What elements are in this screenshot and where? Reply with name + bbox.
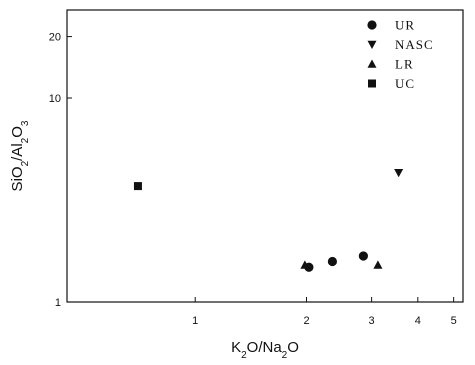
data-point-ur <box>358 251 368 261</box>
legend-label-uc: UC <box>395 76 415 91</box>
legend-marker-lr <box>367 59 377 68</box>
y-tick-label: 1 <box>55 297 61 309</box>
legend-marker-nasc <box>367 40 377 49</box>
y-tick-label: 10 <box>49 93 61 105</box>
subscript: 2 <box>20 137 31 143</box>
data-point-nasc <box>394 168 404 178</box>
label-text: O/Na <box>247 339 283 356</box>
subscript: 2 <box>282 350 288 361</box>
x-tick-label: 1 <box>192 315 198 327</box>
legend-marker-ur <box>367 20 377 30</box>
subscript: 2 <box>241 350 247 361</box>
x-tick-label: 4 <box>415 315 421 327</box>
x-tick-label: 3 <box>369 315 375 327</box>
y-axis-ticks: 1 10 20 <box>49 32 72 309</box>
y-tick-label: 20 <box>49 32 61 44</box>
data-point-uc <box>133 182 142 191</box>
x-tick-label: 2 <box>303 315 309 327</box>
legend-label-lr: LR <box>395 57 414 72</box>
label-text: O <box>287 339 299 356</box>
data-point-lr <box>373 260 383 269</box>
label-text: K <box>231 339 241 356</box>
x-axis-ticks: 1 2 3 4 5 <box>192 297 457 327</box>
data-point-ur <box>327 256 338 267</box>
label-text: O <box>9 126 26 138</box>
x-tick-label: 5 <box>451 315 457 327</box>
label-text: /Al <box>9 143 26 161</box>
legend-label-nasc: NASC <box>395 37 434 52</box>
plot-frame <box>66 9 464 303</box>
data-points <box>133 168 404 272</box>
subscript: 2 <box>20 160 31 166</box>
label-text: SiO <box>9 166 26 191</box>
x-axis-title: K2O/Na2O <box>231 339 299 361</box>
subscript: 3 <box>20 120 31 126</box>
legend-label-ur: UR <box>395 18 415 33</box>
legend-marker-uc <box>368 79 376 88</box>
y-axis-title: SiO2/Al2O3 <box>9 120 31 191</box>
legend: UR NASC LR UC <box>367 18 434 91</box>
data-point-lr <box>300 260 310 269</box>
